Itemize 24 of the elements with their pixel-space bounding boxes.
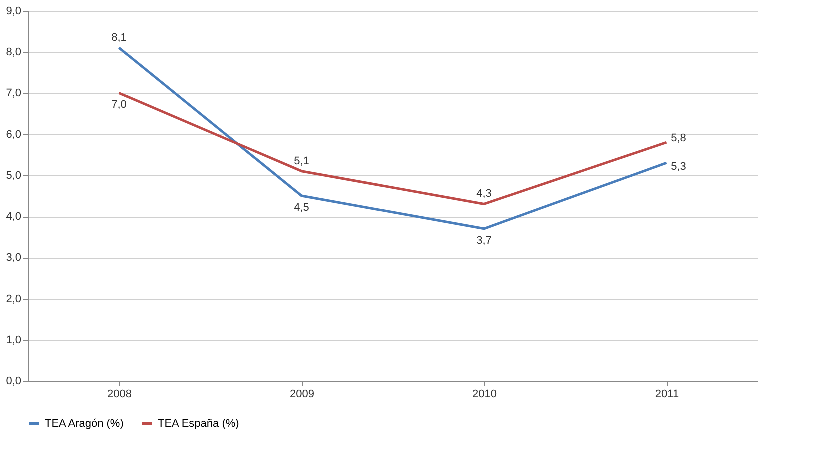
data-label: 8,1 [112, 32, 127, 44]
x-tick-label: 2011 [655, 388, 680, 400]
x-tick-label: 2009 [290, 388, 314, 400]
data-label: 5,8 [671, 132, 686, 145]
legend-label: TEA Aragón (%) [45, 418, 124, 430]
data-label: 4,5 [294, 202, 310, 214]
x-tick-label: 2008 [108, 388, 132, 400]
y-tick-label: 3,0 [6, 252, 22, 264]
y-tick-label: 2,0 [6, 293, 22, 306]
y-tick-label: 0,0 [6, 376, 22, 388]
y-tick-label: 9,0 [6, 6, 22, 18]
data-label: 7,0 [112, 99, 127, 112]
y-tick-label: 8,0 [6, 46, 22, 59]
y-tick-label: 1,0 [6, 334, 22, 346]
legend-label: TEA España (%) [158, 418, 240, 430]
data-label: 5,1 [294, 155, 310, 168]
y-tick-label: 7,0 [6, 88, 22, 100]
data-label: 3,7 [476, 234, 492, 247]
data-label: 4,3 [476, 188, 492, 200]
x-tick-label: 2010 [472, 388, 497, 400]
y-tick-label: 5,0 [6, 170, 22, 182]
y-tick-label: 6,0 [6, 128, 22, 141]
y-tick-label: 4,0 [6, 211, 22, 224]
data-label: 5,3 [671, 161, 686, 174]
